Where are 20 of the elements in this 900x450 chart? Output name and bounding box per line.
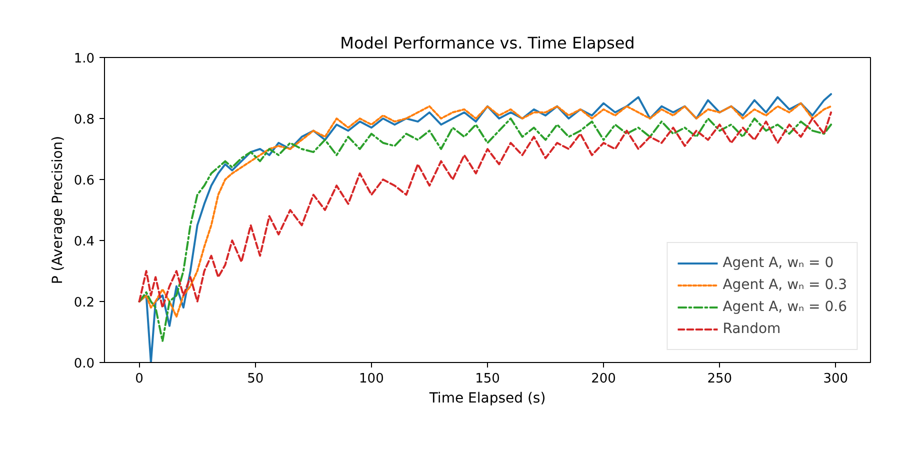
x-axis-title: Time Elapsed (s) (428, 390, 546, 406)
legend-label: Agent A, wₙ = 0.6 (722, 299, 847, 315)
chart-title: Model Performance vs. Time Elapsed (340, 34, 635, 52)
legend-label: Agent A, wₙ = 0.3 (722, 277, 847, 293)
y-tick-label: 0.8 (74, 112, 95, 128)
x-tick-label: 0 (135, 372, 144, 386)
y-axis-title: P (Average Precision) (50, 136, 66, 284)
x-tick-label: 50 (247, 372, 264, 386)
y-tick-label: 1.0 (74, 52, 95, 66)
x-tick-label: 300 (823, 372, 848, 386)
y-tick-label: 0.4 (74, 234, 95, 250)
x-tick-label: 250 (707, 372, 732, 386)
x-tick-label: 150 (475, 372, 500, 386)
y-tick-label: 0.2 (74, 296, 95, 310)
y-tick-label: 0.0 (74, 356, 95, 372)
legend-label: Random (722, 321, 781, 337)
y-tick-label: 0.6 (74, 174, 95, 188)
x-tick-label: 200 (591, 372, 616, 386)
x-tick-label: 100 (359, 372, 384, 386)
legend-label: Agent A, wₙ = 0 (722, 255, 834, 271)
